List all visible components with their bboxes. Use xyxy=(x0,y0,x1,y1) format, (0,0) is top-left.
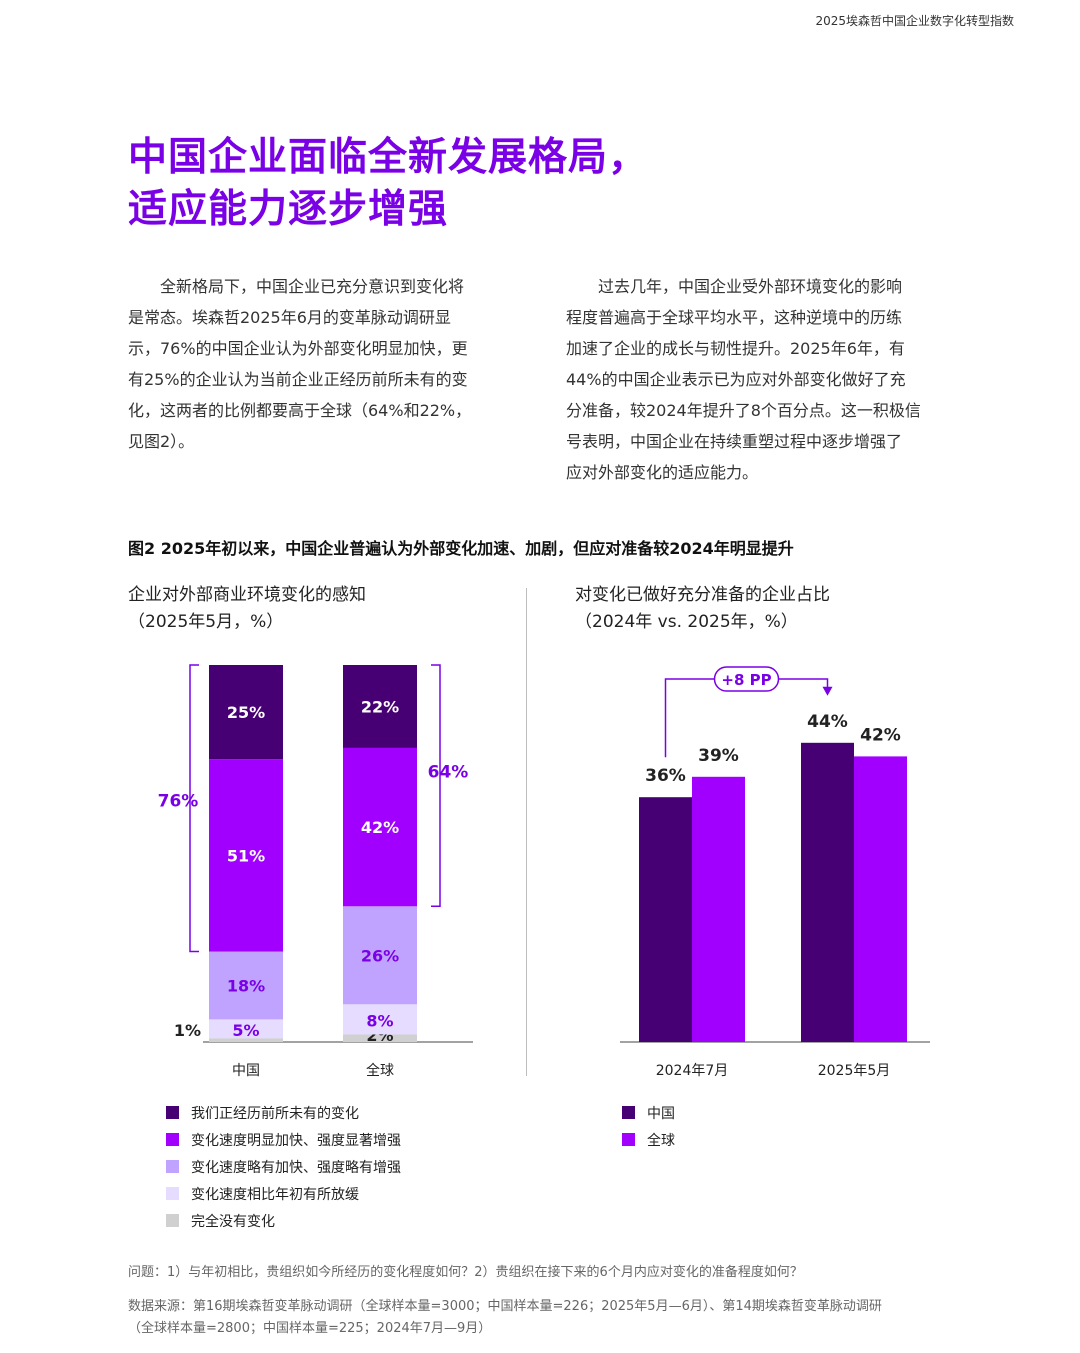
footnote-question: 问题：1）与年初相比，贵组织如今所经历的变化程度如何？2）贵组织在接下来的6个月… xyxy=(128,1265,803,1280)
legend-swatch xyxy=(166,1214,179,1227)
legend-item: 我们正经历前所未有的变化 xyxy=(166,1099,401,1126)
legend-label: 中国 xyxy=(647,1105,675,1122)
page-title: 中国企业面临全新发展格局， 适应能力逐步增强 xyxy=(128,132,648,236)
legend-swatch xyxy=(166,1187,179,1200)
data-label: 18% xyxy=(227,976,265,995)
bar-segment xyxy=(343,906,417,1005)
legend-label: 变化速度明显加快、强度显著增强 xyxy=(191,1132,401,1149)
legend-item: 完全没有变化 xyxy=(166,1207,401,1234)
body-line: 有25%的企业认为当前企业正经历前所未有的变 xyxy=(128,370,468,389)
body-line: 见图2）。 xyxy=(128,432,195,451)
annotation-label: +8 PP xyxy=(721,671,771,689)
body-line: 程度普遍高于全球平均水平，这种逆境中的历练 xyxy=(566,308,903,327)
data-label: 51% xyxy=(227,846,265,865)
data-label: 42% xyxy=(860,725,901,745)
bracket-china xyxy=(189,664,199,953)
data-label: 42% xyxy=(361,818,399,837)
bar-segment xyxy=(343,747,417,907)
legend-item: 变化速度明显加快、强度显著增强 xyxy=(166,1126,401,1153)
bar xyxy=(801,742,854,1042)
data-label: 36% xyxy=(645,766,686,786)
body-line: 过去几年，中国企业受外部环境变化的影响 xyxy=(598,277,903,296)
data-label: 5% xyxy=(232,1021,259,1040)
data-label: 25% xyxy=(227,703,265,722)
annotation-pill xyxy=(713,666,780,692)
footnote-source: 数据来源：第16期埃森哲变革脉动调研（全球样本量=3000；中国样本量=226；… xyxy=(128,1296,958,1340)
body-line: 号表明，中国企业在持续重塑过程中逐步增强了 xyxy=(566,432,903,451)
annotation-arrowhead xyxy=(822,686,833,696)
data-label: 1% xyxy=(174,1021,201,1040)
bar-segment xyxy=(343,1004,417,1035)
bracket-global xyxy=(431,664,441,908)
bar-segment xyxy=(209,759,283,952)
bar-segment xyxy=(209,1019,283,1039)
right-chart-title: 对变化已做好充分准备的企业占比 xyxy=(575,585,830,605)
legend-swatch xyxy=(166,1160,179,1173)
title-line-2: 适应能力逐步增强 xyxy=(128,187,449,232)
left-chart-legend: 我们正经历前所未有的变化变化速度明显加快、强度显著增强 变化速度略有加快、强度略有… xyxy=(166,1099,401,1234)
body-line: 44%的中国企业表示已为应对外部变化做好了充 xyxy=(566,370,906,389)
legend-item: 变化速度相比年初有所放缓 xyxy=(166,1180,401,1207)
left-chart-heading: 企业对外部商业环境变化的感知 （2025年5月，%） xyxy=(128,582,366,636)
x-tick-label: 中国 xyxy=(232,1063,260,1079)
bar-segment xyxy=(209,951,283,1020)
legend-item: 中国 xyxy=(622,1099,675,1126)
legend-label: 我们正经历前所未有的变化 xyxy=(191,1105,359,1122)
legend-label: 完全没有变化 xyxy=(191,1213,275,1230)
data-label: 8% xyxy=(366,1011,393,1030)
source-line-1: 数据来源：第16期埃森哲变革脉动调研（全球样本量=3000；中国样本量=226；… xyxy=(128,1299,882,1314)
x-tick-label: 全球 xyxy=(366,1062,394,1079)
bar xyxy=(639,797,692,1042)
x-tick-label: 2024年7月 xyxy=(656,1063,729,1079)
legend-swatch xyxy=(622,1106,635,1119)
x-tick-label: 2025年5月 xyxy=(818,1063,891,1079)
bar-segment xyxy=(343,1034,417,1042)
data-label: 26% xyxy=(361,946,399,965)
legend-label: 变化速度相比年初有所放缓 xyxy=(191,1186,359,1203)
chart-divider xyxy=(526,588,527,1076)
figure-title: 图2 2025年初以来，中国企业普遍认为外部变化加速、加剧，但应对准备较2024… xyxy=(128,539,794,558)
bracket-label-global: 64% xyxy=(428,763,469,783)
legend-swatch xyxy=(166,1106,179,1119)
right-chart-heading: 对变化已做好充分准备的企业占比 （2024年 vs. 2025年，%） xyxy=(575,582,830,636)
body-line: 化，这两者的比例都要高于全球（64%和22%， xyxy=(128,401,472,420)
report-header: 2025埃森哲中国企业数字化转型指数 xyxy=(815,14,1014,28)
body-line: 加速了企业的成长与韧性提升。2025年6年，有 xyxy=(566,339,905,358)
body-left-column: 全新格局下，中国企业已充分意识到变化将 是常态。埃森哲2025年6月的变革脉动调… xyxy=(128,271,518,457)
bar-segment xyxy=(209,665,283,760)
data-label: 44% xyxy=(807,712,848,732)
body-line: 全新格局下，中国企业已充分意识到变化将 xyxy=(160,277,465,296)
body-line: 是常态。埃森哲2025年6月的变革脉动调研显 xyxy=(128,308,451,327)
bar xyxy=(854,756,907,1042)
legend-item: 全球 xyxy=(622,1126,675,1153)
legend-label: 全球 xyxy=(647,1132,675,1149)
body-line: 示，76%的中国企业认为外部变化明显加快，更 xyxy=(128,339,468,358)
grouped-bar-chart: 36% 39% 2024年7月 44% 42% 2025年5月 +8 PP xyxy=(620,666,930,1079)
data-label: 39% xyxy=(698,746,739,766)
left-chart-title: 企业对外部商业环境变化的感知 xyxy=(128,585,366,605)
data-label: 22% xyxy=(361,697,399,716)
legend-label: 变化速度略有加快、强度略有增强 xyxy=(191,1159,401,1176)
body-line: 分准备，较2024年提升了8个百分点。这一积极信 xyxy=(566,401,921,420)
bar-segment xyxy=(343,665,417,748)
left-chart-subtitle: （2025年5月，%） xyxy=(128,612,284,632)
bar xyxy=(692,776,745,1042)
bracket-label-china: 76% xyxy=(158,791,199,811)
legend-swatch xyxy=(166,1133,179,1146)
body-line: 应对外部变化的适应能力。 xyxy=(566,463,759,482)
bar-segment xyxy=(209,1038,283,1042)
right-chart-legend: 中国 全球 xyxy=(622,1099,675,1153)
legend-item: 变化速度略有加快、强度略有增强 xyxy=(166,1153,401,1180)
body-right-column: 过去几年，中国企业受外部环境变化的影响 程度普遍高于全球平均水平，这种逆境中的历… xyxy=(566,271,956,488)
right-chart-subtitle: （2024年 vs. 2025年，%） xyxy=(575,612,798,632)
title-line-1: 中国企业面临全新发展格局， xyxy=(128,135,649,180)
source-line-2: （全球样本量=2800；中国样本量=225；2024年7月—9月） xyxy=(128,1321,492,1336)
legend-swatch xyxy=(622,1133,635,1146)
